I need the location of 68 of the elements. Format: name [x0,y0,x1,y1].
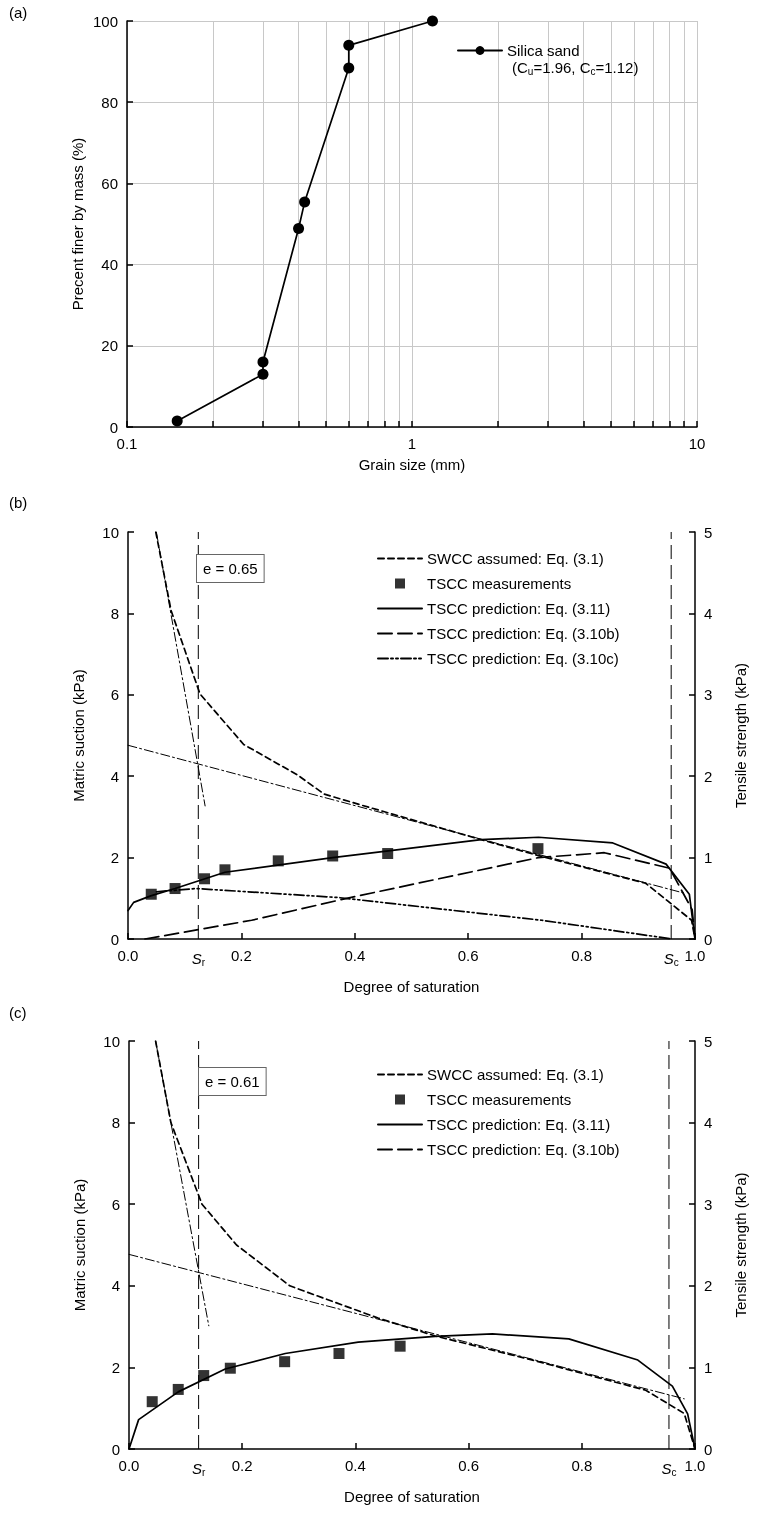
y-tick-label: 10 [102,523,119,541]
x-tick-label: 0.1 [116,435,138,452]
annotation: e = 0.61 [205,1073,260,1090]
y-axis-title: Matric suction (kPa) [71,1178,88,1312]
x-tick-label: 0.2 [231,1457,253,1474]
y-tick-label: 80 [101,93,118,111]
y2-tick-label: 1 [704,1358,713,1376]
y-tick-label: 6 [110,686,119,704]
x-tick-label: 0.4 [344,1457,366,1474]
y-tick-label: 60 [101,174,118,192]
y2-tick-label: 5 [704,523,713,541]
y-tick-label: 6 [111,1195,120,1213]
y2-tick-label: 5 [704,1032,713,1050]
y-tick-label: 8 [111,1114,120,1132]
y2-tick-label: 3 [704,1195,713,1213]
y-tick-label: 8 [110,604,119,622]
legend-label: TSCC prediction: Eq. (3.10c) [427,650,619,667]
legend-label: Silica sand [507,42,580,59]
legend-label: TSCC measurements [427,1091,572,1108]
legend-label: TSCC prediction: Eq. (3.11) [427,1116,611,1133]
legend-label: TSCC prediction: Eq. (3.10b) [427,1141,620,1158]
x-axis-title: Degree of saturation [344,1488,480,1505]
y2-tick-label: 2 [704,1277,713,1295]
y-tick-label: 4 [111,1277,120,1295]
annotation: e = 0.65 [203,560,258,577]
y-tick-label: 100 [92,12,118,30]
x-tick-label: 0.6 [458,1457,480,1474]
y2-tick-label: 2 [704,767,713,785]
y-tick-label: 10 [103,1032,120,1050]
y-tick-label: 4 [110,767,119,785]
legend-label: TSCC prediction: Eq. (3.11) [427,600,611,617]
x-tick-label: 0.0 [117,947,139,964]
y-tick-label: 20 [101,337,118,355]
y-tick-label: 0 [109,418,118,436]
x-axis-title: Degree of saturation [343,978,480,995]
y2-axis-title: Tensile strength (kPa) [732,1172,749,1318]
x-tick-label: 0.8 [571,1457,593,1474]
legend-label: TSCC prediction: Eq. (3.10b) [427,625,620,642]
chart-title: (a) [9,4,28,21]
legend-label: SWCC assumed: Eq. (3.1) [427,550,604,567]
y2-tick-label: 0 [704,1440,713,1458]
y-axis-title: Matric suction (kPa) [70,669,87,802]
x-tick-label: 0.6 [457,947,479,964]
y2-tick-label: 0 [704,930,713,948]
x-tick-label: 10 [688,435,706,452]
y2-tick-label: 1 [704,849,713,867]
chart-title: (c) [9,1004,27,1021]
x-tick-label: 0.2 [230,947,252,964]
y-tick-label: 40 [101,256,118,274]
y-tick-label: 2 [110,849,119,867]
x-tick-label: 1.0 [684,1457,706,1474]
y2-tick-label: 3 [704,686,713,704]
x-tick-label: 0.8 [571,947,593,964]
x-tick-label: 1.0 [684,947,706,964]
x-tick-label: 1 [407,435,417,452]
y-tick-label: 0 [110,930,119,948]
legend-label: SWCC assumed: Eq. (3.1) [427,1066,604,1083]
y-axis-title: Precent finer by mass (%) [69,137,86,311]
y2-tick-label: 4 [704,604,713,622]
y-tick-label: 0 [111,1440,120,1458]
chart-title: (b) [9,494,28,511]
x-tick-label: 0.0 [118,1457,140,1474]
y2-tick-label: 4 [704,1114,713,1132]
legend-label: TSCC measurements [427,575,572,592]
x-tick-label: 0.4 [344,947,366,964]
y2-axis-title: Tensile strength (kPa) [732,662,749,809]
x-axis-title: Grain size (mm) [358,456,466,473]
y-tick-label: 2 [111,1358,120,1376]
